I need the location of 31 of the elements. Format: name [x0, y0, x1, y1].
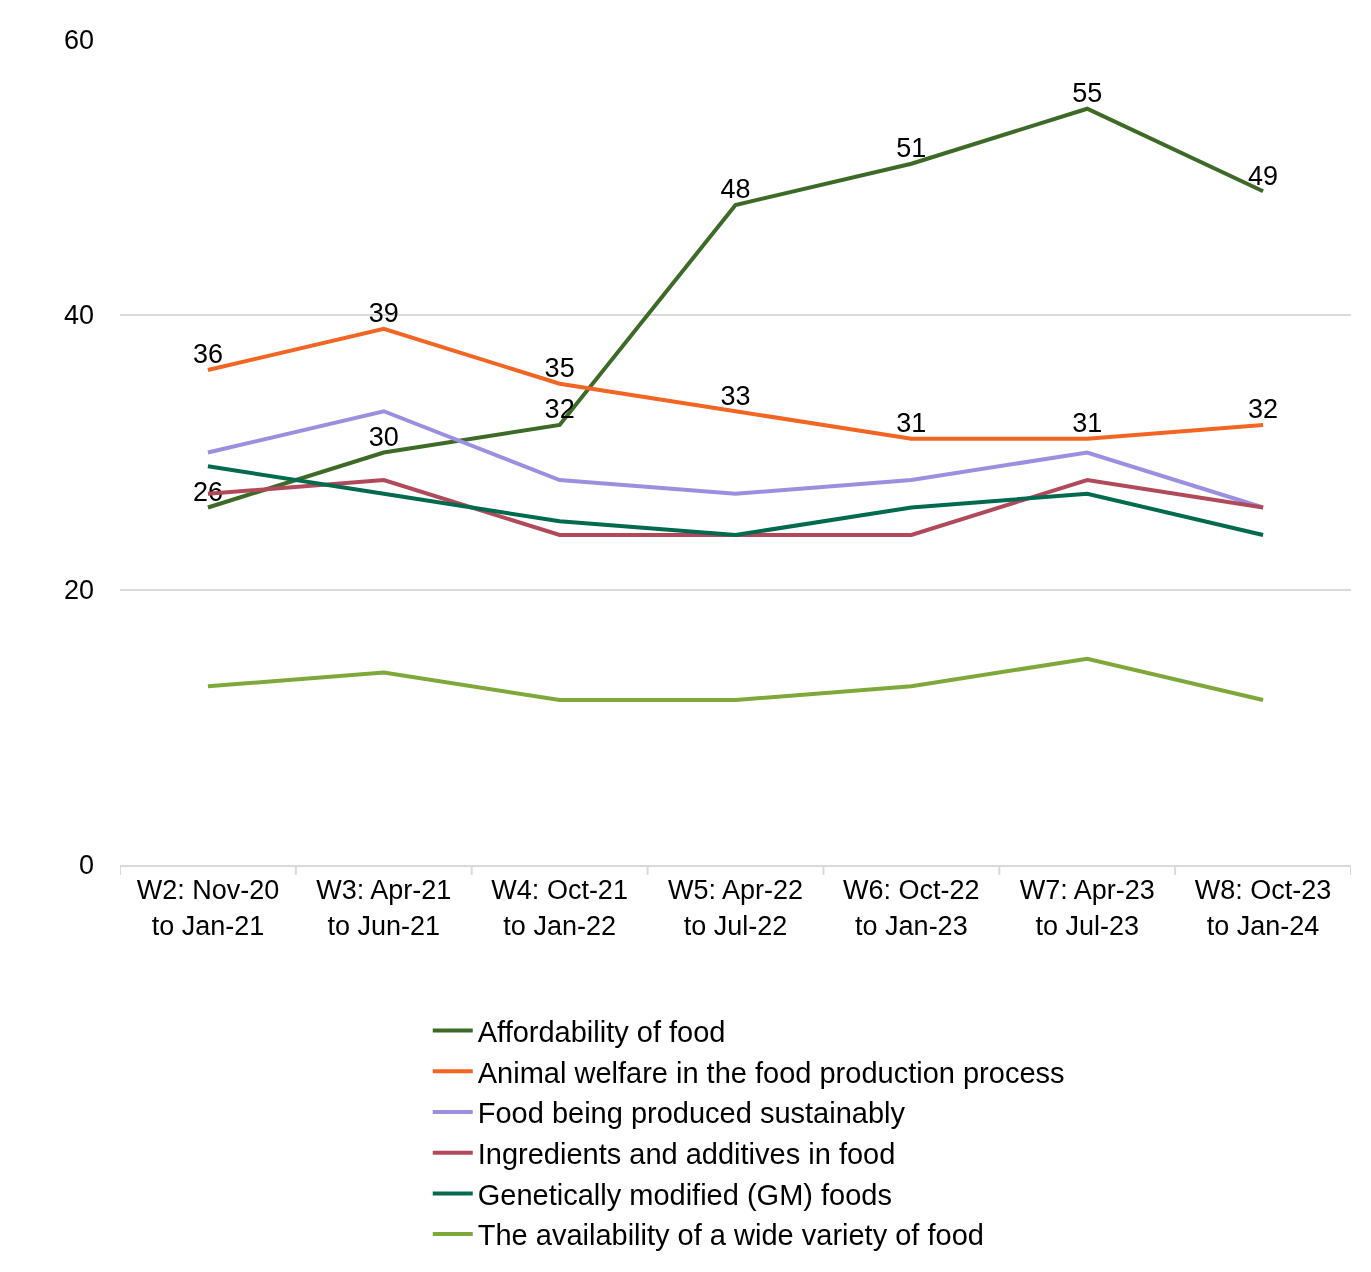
data-label: 55: [1072, 78, 1103, 108]
x-tick-label: W5: Apr-22 to Jul-22: [667, 875, 804, 941]
y-tick-label: 60: [63, 25, 94, 56]
data-label: 31: [1072, 408, 1103, 438]
x-tick-label: W7: Apr-23 to Jul-23: [1019, 875, 1155, 941]
data-label: 36: [192, 339, 223, 370]
line-series: [205, 656, 1266, 702]
x-tick-label: W6: Oct-22 to Jan-23: [843, 875, 980, 941]
y-tick-label: 0: [78, 850, 94, 881]
legend-label: The availability of a wide variety of food: [477, 1219, 984, 1252]
data-label: 33: [720, 380, 751, 411]
legend-label: Genetically modified (GM) foods: [477, 1178, 892, 1211]
legend-label: Food being produced sustainably: [477, 1097, 906, 1130]
data-label: 31: [896, 408, 927, 438]
x-tick-label: W3: Apr-21 to Jun-21: [316, 875, 452, 941]
x-tick-label: W2: Nov-20 to Jan-21: [136, 875, 280, 941]
legend-label: Animal welfare in the food production process: [477, 1056, 1065, 1089]
data-label: 32: [1248, 394, 1279, 425]
data-label: 35: [544, 353, 575, 383]
y-tick-label: 40: [63, 300, 94, 331]
y-tick-label: 20: [63, 575, 94, 606]
data-label: 48: [720, 174, 751, 205]
data-label: 49: [1248, 160, 1279, 191]
x-tick-label: W4: Oct-21 to Jan-22: [491, 875, 628, 941]
data-label: 39: [368, 298, 399, 328]
data-label: 51: [896, 133, 927, 163]
legend-label: Ingredients and additives in food: [477, 1138, 896, 1171]
legend-label: Affordability of food: [477, 1015, 726, 1048]
data-label: 30: [368, 421, 399, 452]
data-label: 32: [544, 394, 575, 425]
x-tick-label: W8: Oct-23 to Jan-24: [1194, 875, 1332, 941]
